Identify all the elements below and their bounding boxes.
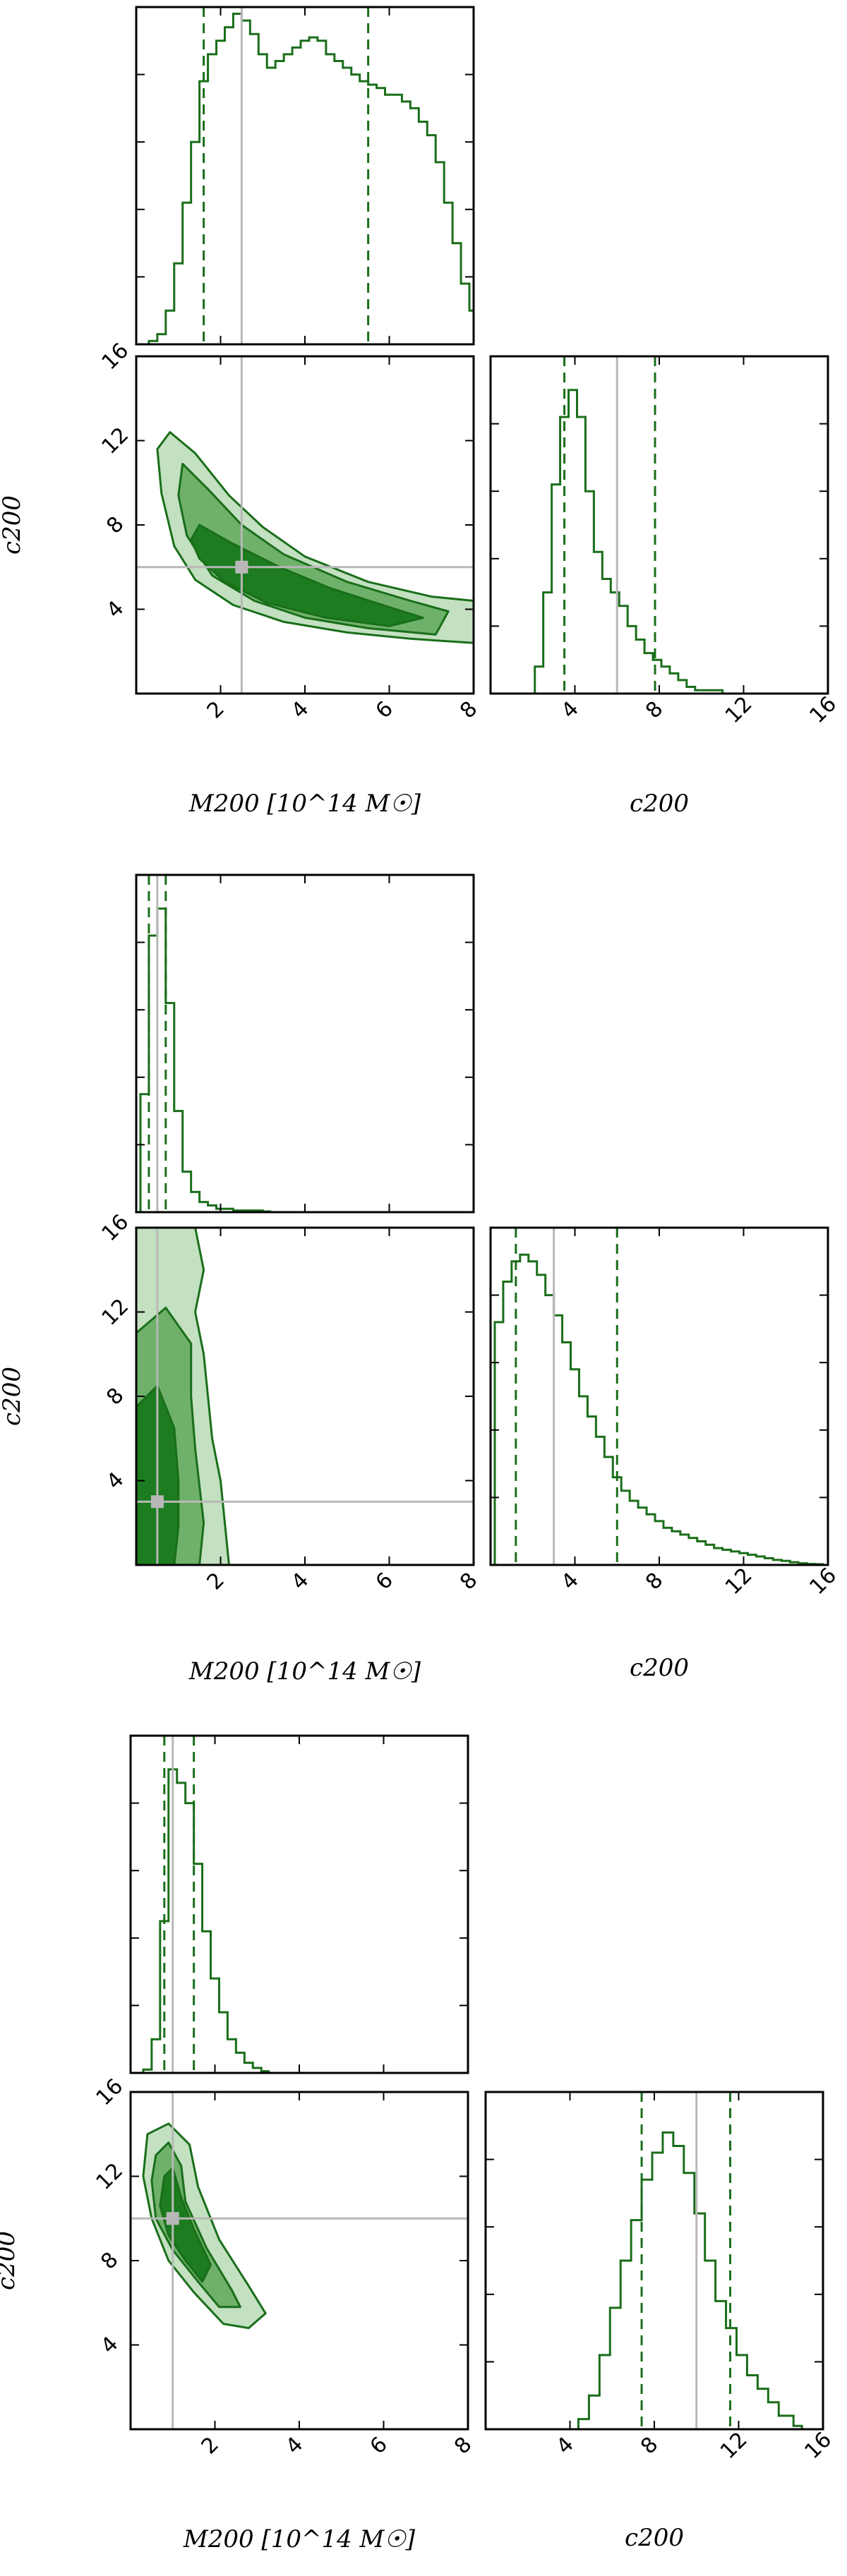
- diag-xlabel: c200: [625, 2524, 684, 2552]
- conc-hist-xtick-label: 8: [641, 1568, 668, 1595]
- joint-conc-ytick-label: 4: [102, 596, 128, 623]
- conc-hist-xtick-label: 12: [721, 691, 757, 728]
- mass-histogram-line: [136, 907, 272, 1212]
- mass-histogram: [136, 875, 272, 1212]
- xlabel: M200 [10^14 M☉]: [188, 1657, 421, 1686]
- truth-marker: [166, 2212, 179, 2225]
- truth-marker: [235, 560, 248, 574]
- joint-conc-ytick-label: 12: [97, 1294, 133, 1331]
- joint-conc-ytick-label: 16: [97, 1209, 133, 1246]
- joint-mass-xtick-label: 8: [450, 2432, 476, 2459]
- conc-hist-xtick-label: 8: [636, 2432, 663, 2459]
- mass-histogram-line: [136, 13, 474, 344]
- mass-histogram-line: [131, 1768, 270, 2073]
- conc-hist-xtick-label: 12: [721, 1563, 757, 1600]
- joint-mass-xtick-label: 6: [371, 696, 398, 723]
- joint-conc-ytick-label: 12: [97, 423, 133, 459]
- conc-histogram-line: [491, 1253, 824, 1565]
- corner-plot-2: 2 4 6 8 4 8 12 16 4 8 12 16 c200 M200 [10^14 M☉] c200: [0, 873, 841, 1686]
- joint-mass-xtick-label: 6: [371, 1568, 398, 1595]
- diag-xlabel: c200: [630, 790, 689, 818]
- mass-histogram-frame: [135, 6, 475, 346]
- conc-hist-xtick-label: 16: [800, 2427, 836, 2464]
- conc-hist-xtick-label: 4: [557, 1568, 584, 1595]
- joint-mass-xtick-label: 4: [287, 696, 313, 723]
- conc-histogram-line: [486, 2131, 811, 2429]
- conc-histogram-frame: [489, 355, 829, 695]
- conc-hist-xtick-label: 16: [805, 1563, 841, 1600]
- corner-plot-3: 2 4 6 8 4 8 12 16 4 8 12 16 c200 M200 [10^14 M☉] c200: [0, 1734, 836, 2553]
- joint-mass-xtick-label: 2: [203, 696, 229, 723]
- joint-conc-ytick-label: 8: [96, 2247, 123, 2274]
- joint-conc-ytick-label: 4: [96, 2332, 123, 2359]
- ylabel: c200: [0, 2231, 20, 2290]
- conc-hist-xtick-label: 4: [557, 696, 584, 723]
- mass-histogram: [136, 7, 474, 344]
- corner-plot-1: 2 4 6 8 4 8 12 16 4 8 12 16 c200 M200 [10^14 M☉] c200: [0, 6, 841, 818]
- joint-conc-ytick-label: 4: [102, 1468, 128, 1494]
- xlabel: M200 [10^14 M☉]: [183, 2525, 416, 2553]
- conc-hist-xtick-label: 8: [641, 696, 668, 723]
- joint-conc-ytick-label: 12: [91, 2158, 128, 2195]
- ylabel: c200: [0, 1367, 26, 1426]
- joint-contour-panel: [136, 356, 474, 694]
- joint-mass-xtick-label: 8: [455, 1568, 482, 1595]
- joint-contour-panel: [131, 2092, 468, 2429]
- truth-marker: [150, 1495, 164, 1508]
- joint-mass-xtick-label: 2: [197, 2432, 224, 2459]
- conc-histogram-frame: [484, 2091, 824, 2431]
- mass-histogram-frame: [135, 873, 475, 1214]
- conc-hist-xtick-label: 12: [716, 2427, 752, 2464]
- mass-histogram-frame: [129, 1734, 469, 2074]
- conc-histogram: [491, 1228, 824, 1565]
- diag-xlabel: c200: [630, 1654, 689, 1682]
- joint-mass-xtick-label: 4: [287, 1568, 313, 1595]
- joint-conc-ytick-label: 8: [102, 1383, 128, 1410]
- joint-conc-ytick-label: 16: [91, 2074, 128, 2110]
- joint-mass-xtick-label: 6: [366, 2432, 392, 2459]
- mass-histogram: [131, 1736, 270, 2073]
- joint-mass-xtick-label: 8: [455, 696, 482, 723]
- conc-histogram-frame: [489, 1226, 829, 1566]
- conc-histogram: [491, 356, 731, 694]
- joint-conc-ytick-label: 8: [102, 512, 128, 538]
- conc-histogram: [486, 2092, 811, 2429]
- joint-conc-ytick-label: 16: [97, 338, 133, 375]
- ylabel: c200: [0, 495, 26, 555]
- conc-hist-xtick-label: 4: [552, 2432, 579, 2459]
- joint-mass-xtick-label: 2: [203, 1568, 229, 1595]
- joint-mass-xtick-label: 4: [281, 2432, 308, 2459]
- conc-hist-xtick-label: 16: [805, 691, 841, 728]
- conc-histogram-line: [491, 389, 731, 694]
- joint-contour-panel: [136, 1228, 474, 1565]
- xlabel: M200 [10^14 M☉]: [188, 790, 421, 818]
